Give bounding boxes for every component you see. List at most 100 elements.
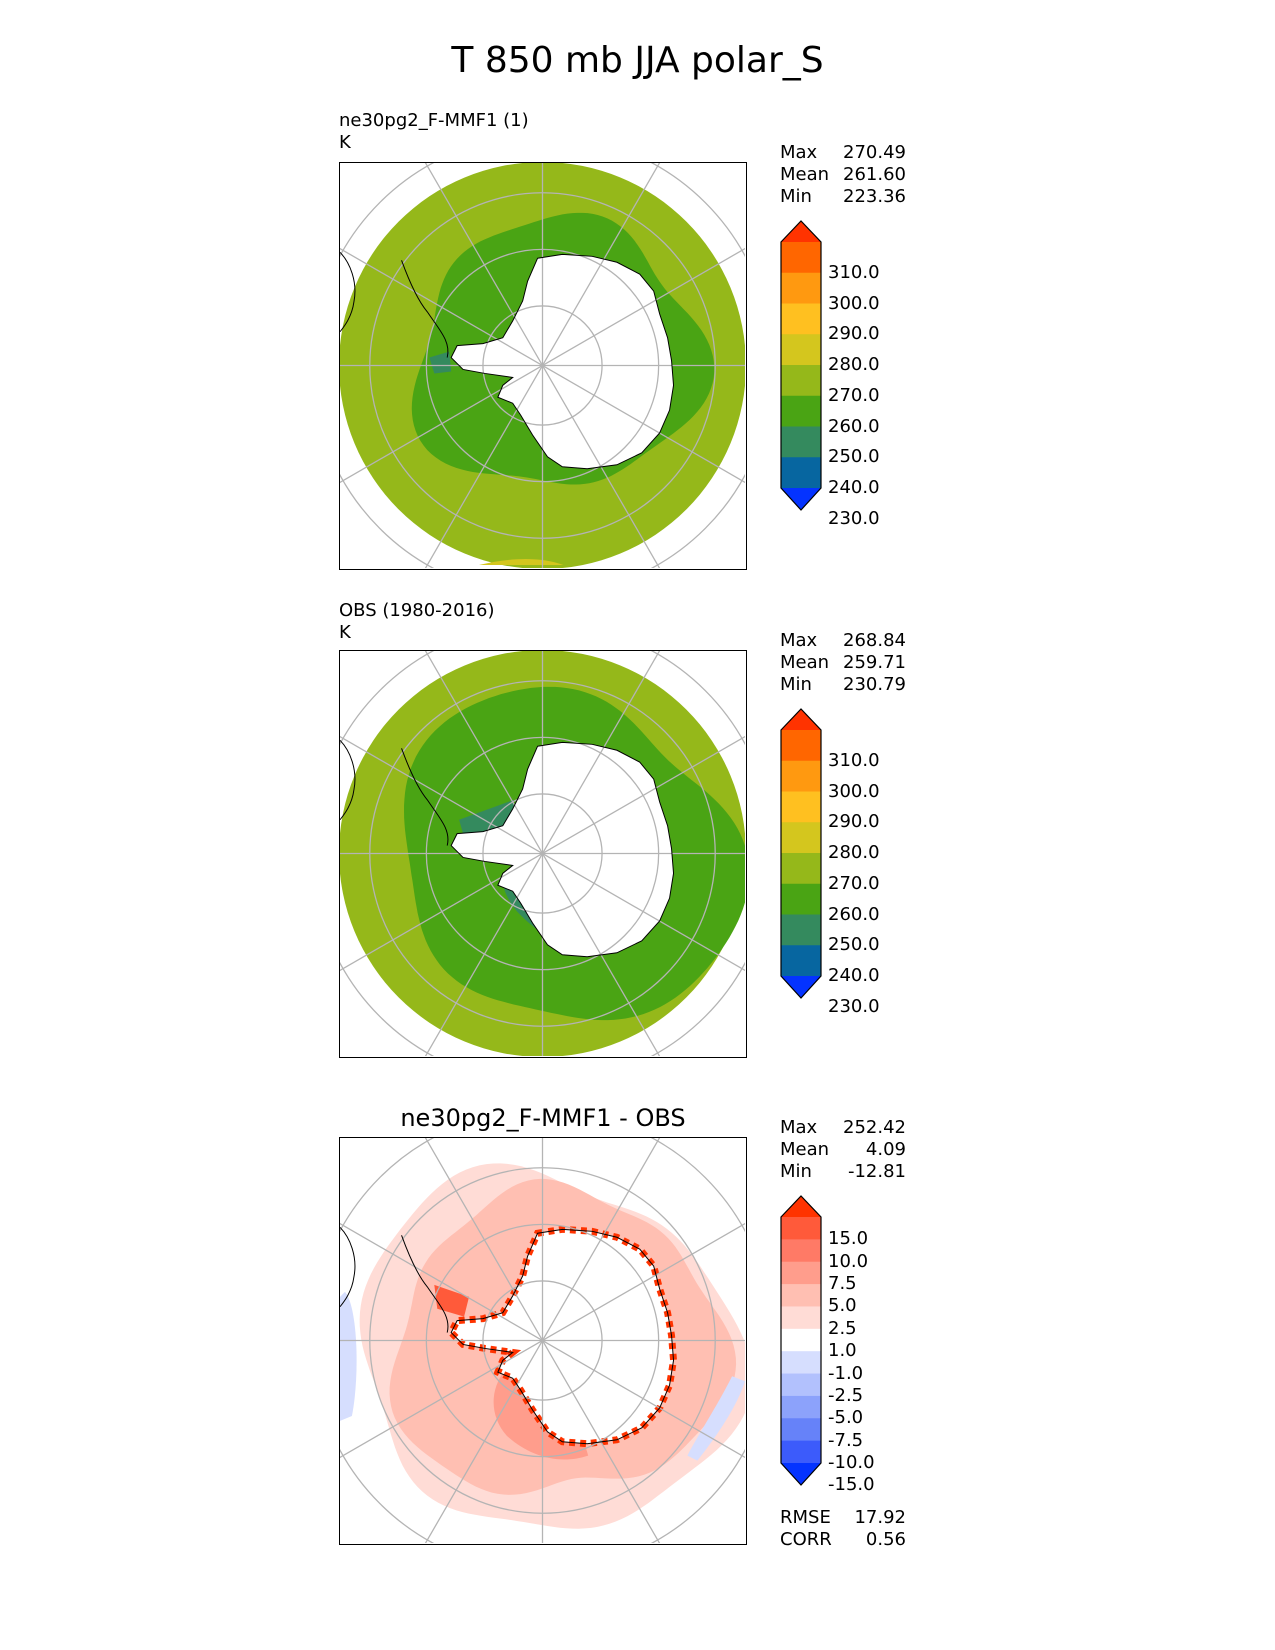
stat-min: Min -12.81 — [780, 1161, 906, 1182]
colorbar-outline — [780, 708, 822, 999]
stat-max: Max 252.42 — [780, 1117, 906, 1138]
stat-min: Min 230.79 — [780, 674, 906, 695]
colorbar-segment — [781, 822, 821, 854]
panel-test-title: ne30pg2_F-MMF1 (1) K — [339, 110, 529, 154]
colorbar-segment — [781, 365, 821, 397]
colorbar-tick-label: 7.5 — [828, 1273, 857, 1295]
south-america-coastline — [340, 1226, 356, 1308]
colorbar-outline — [780, 1195, 822, 1486]
colorbar-segment — [781, 1239, 821, 1263]
metric-corr: CORR 0.56 — [780, 1529, 906, 1550]
map-obs — [339, 650, 747, 1058]
colorbar-tick-label: 300.0 — [828, 292, 880, 314]
colorbar-segment — [781, 272, 821, 304]
colorbar-segment — [781, 791, 821, 823]
colorbar-segment — [781, 457, 821, 489]
colorbar-segment — [781, 242, 821, 274]
colorbar-tick-label: 260.0 — [828, 415, 880, 437]
antarctica-land — [451, 254, 674, 469]
colorbar-segment — [781, 730, 821, 762]
colorbar-tick-label: 15.0 — [828, 1228, 869, 1250]
colorbar-tick-label: 250.0 — [828, 446, 880, 468]
metric-rmse: RMSE 17.92 — [780, 1507, 906, 1528]
colorbar-extend-top — [781, 221, 821, 242]
stats-diff: Max 252.42 Mean 4.09 Min -12.81 — [780, 1117, 906, 1183]
colorbar-tick-label: -7.5 — [828, 1429, 864, 1451]
colorbar-tick-label: 300.0 — [828, 780, 880, 802]
panel-test-units: K — [339, 132, 351, 153]
colorbar-tick-label: 10.0 — [828, 1250, 869, 1272]
colorbar-tick-label: 5.0 — [828, 1295, 857, 1317]
panel-obs-title: OBS (1980-2016) K — [339, 600, 495, 644]
colorbar-extend-bottom — [781, 488, 821, 510]
colorbar-segment — [781, 853, 821, 885]
metrics-diff: RMSE 17.92 CORR 0.56 — [780, 1507, 906, 1551]
colorbar-segment — [781, 1328, 821, 1352]
colorbar-tick-label: 240.0 — [828, 965, 880, 986]
meridian-line — [424, 651, 661, 1056]
colorbar-extend-bottom — [781, 976, 821, 998]
south-america-coastline — [340, 251, 356, 333]
stat-mean: Mean 4.09 — [780, 1139, 906, 1160]
colorbar-segment — [781, 1395, 821, 1419]
antarctica-coastline — [450, 253, 675, 470]
colorbar-segment — [781, 914, 821, 946]
colorbar-tick-label: 240.0 — [828, 477, 880, 498]
stats-test: Max 270.49 Mean 261.60 Min 223.36 — [780, 142, 906, 208]
colorbar-tick-label: -1.0 — [828, 1362, 864, 1384]
colorbar-tick-label: 230.0 — [828, 507, 880, 529]
colorbar-tick-label: -15.0 — [828, 1474, 875, 1496]
antarctica-land — [451, 1229, 674, 1444]
colorbar-segment — [781, 945, 821, 977]
stats-obs: Max 268.84 Mean 259.71 Min 230.79 — [780, 630, 906, 696]
colorbar-segment — [781, 1440, 821, 1464]
colorbar-obs — [780, 708, 822, 999]
stat-min: Min 223.36 — [780, 186, 906, 207]
colorbar-segment — [781, 1284, 821, 1307]
colorbar-tick-label: 250.0 — [828, 934, 880, 956]
colorbar-segment — [781, 1351, 821, 1375]
colorbar-tick-label: 270.0 — [828, 872, 880, 894]
colorbar-segment — [781, 1418, 821, 1442]
map-diff — [339, 1137, 747, 1545]
colorbar-segment — [781, 1306, 821, 1330]
graticule — [340, 651, 745, 1056]
colorbar-tick-label: 280.0 — [828, 842, 880, 863]
stat-mean: Mean 261.60 — [780, 164, 906, 185]
stat-mean: Mean 259.71 — [780, 652, 906, 673]
colorbar-tick-label: 230.0 — [828, 995, 880, 1017]
antarctica-coastline — [450, 1228, 675, 1445]
field-negative-east — [687, 1376, 745, 1461]
graticule — [340, 1138, 745, 1543]
peninsula-coastline — [401, 260, 449, 358]
colorbar-extend-top — [781, 709, 821, 730]
map-test — [339, 162, 747, 570]
stat-max: Max 270.49 — [780, 142, 906, 163]
colorbar-tick-label: 290.0 — [828, 323, 880, 345]
graticule — [340, 163, 745, 568]
colorbar-extend-top — [781, 1196, 821, 1217]
panel-test-name: ne30pg2_F-MMF1 (1) — [339, 110, 529, 131]
colorbar-tick-label: 310.0 — [828, 261, 880, 283]
colorbar-tick-label: 290.0 — [828, 811, 880, 833]
colorbar-extend-bottom — [781, 1463, 821, 1485]
panel-obs-units: K — [339, 622, 351, 643]
colorbar-segment — [781, 883, 821, 915]
colorbar-test — [780, 220, 822, 511]
panel-obs-name: OBS (1980-2016) — [339, 600, 495, 621]
colorbar-tick-label: -10.0 — [828, 1452, 875, 1473]
colorbar-segment — [781, 1261, 821, 1285]
colorbar-segment — [781, 1373, 821, 1397]
colorbar-tick-label: 310.0 — [828, 749, 880, 771]
peninsula-coastline — [401, 1235, 449, 1333]
colorbar-tick-label: 280.0 — [828, 354, 880, 375]
antarctica-coastline — [450, 741, 675, 958]
colorbar-tick-label: 1.0 — [828, 1340, 857, 1362]
colorbar-tick-label: -5.0 — [828, 1407, 864, 1429]
colorbar-tick-label: 260.0 — [828, 903, 880, 925]
stat-max: Max 268.84 — [780, 630, 906, 651]
field-peninsula-hot — [434, 1284, 470, 1317]
field-negative-west — [340, 1291, 357, 1421]
colorbar-diff — [780, 1195, 822, 1486]
colorbar-segment — [781, 395, 821, 427]
